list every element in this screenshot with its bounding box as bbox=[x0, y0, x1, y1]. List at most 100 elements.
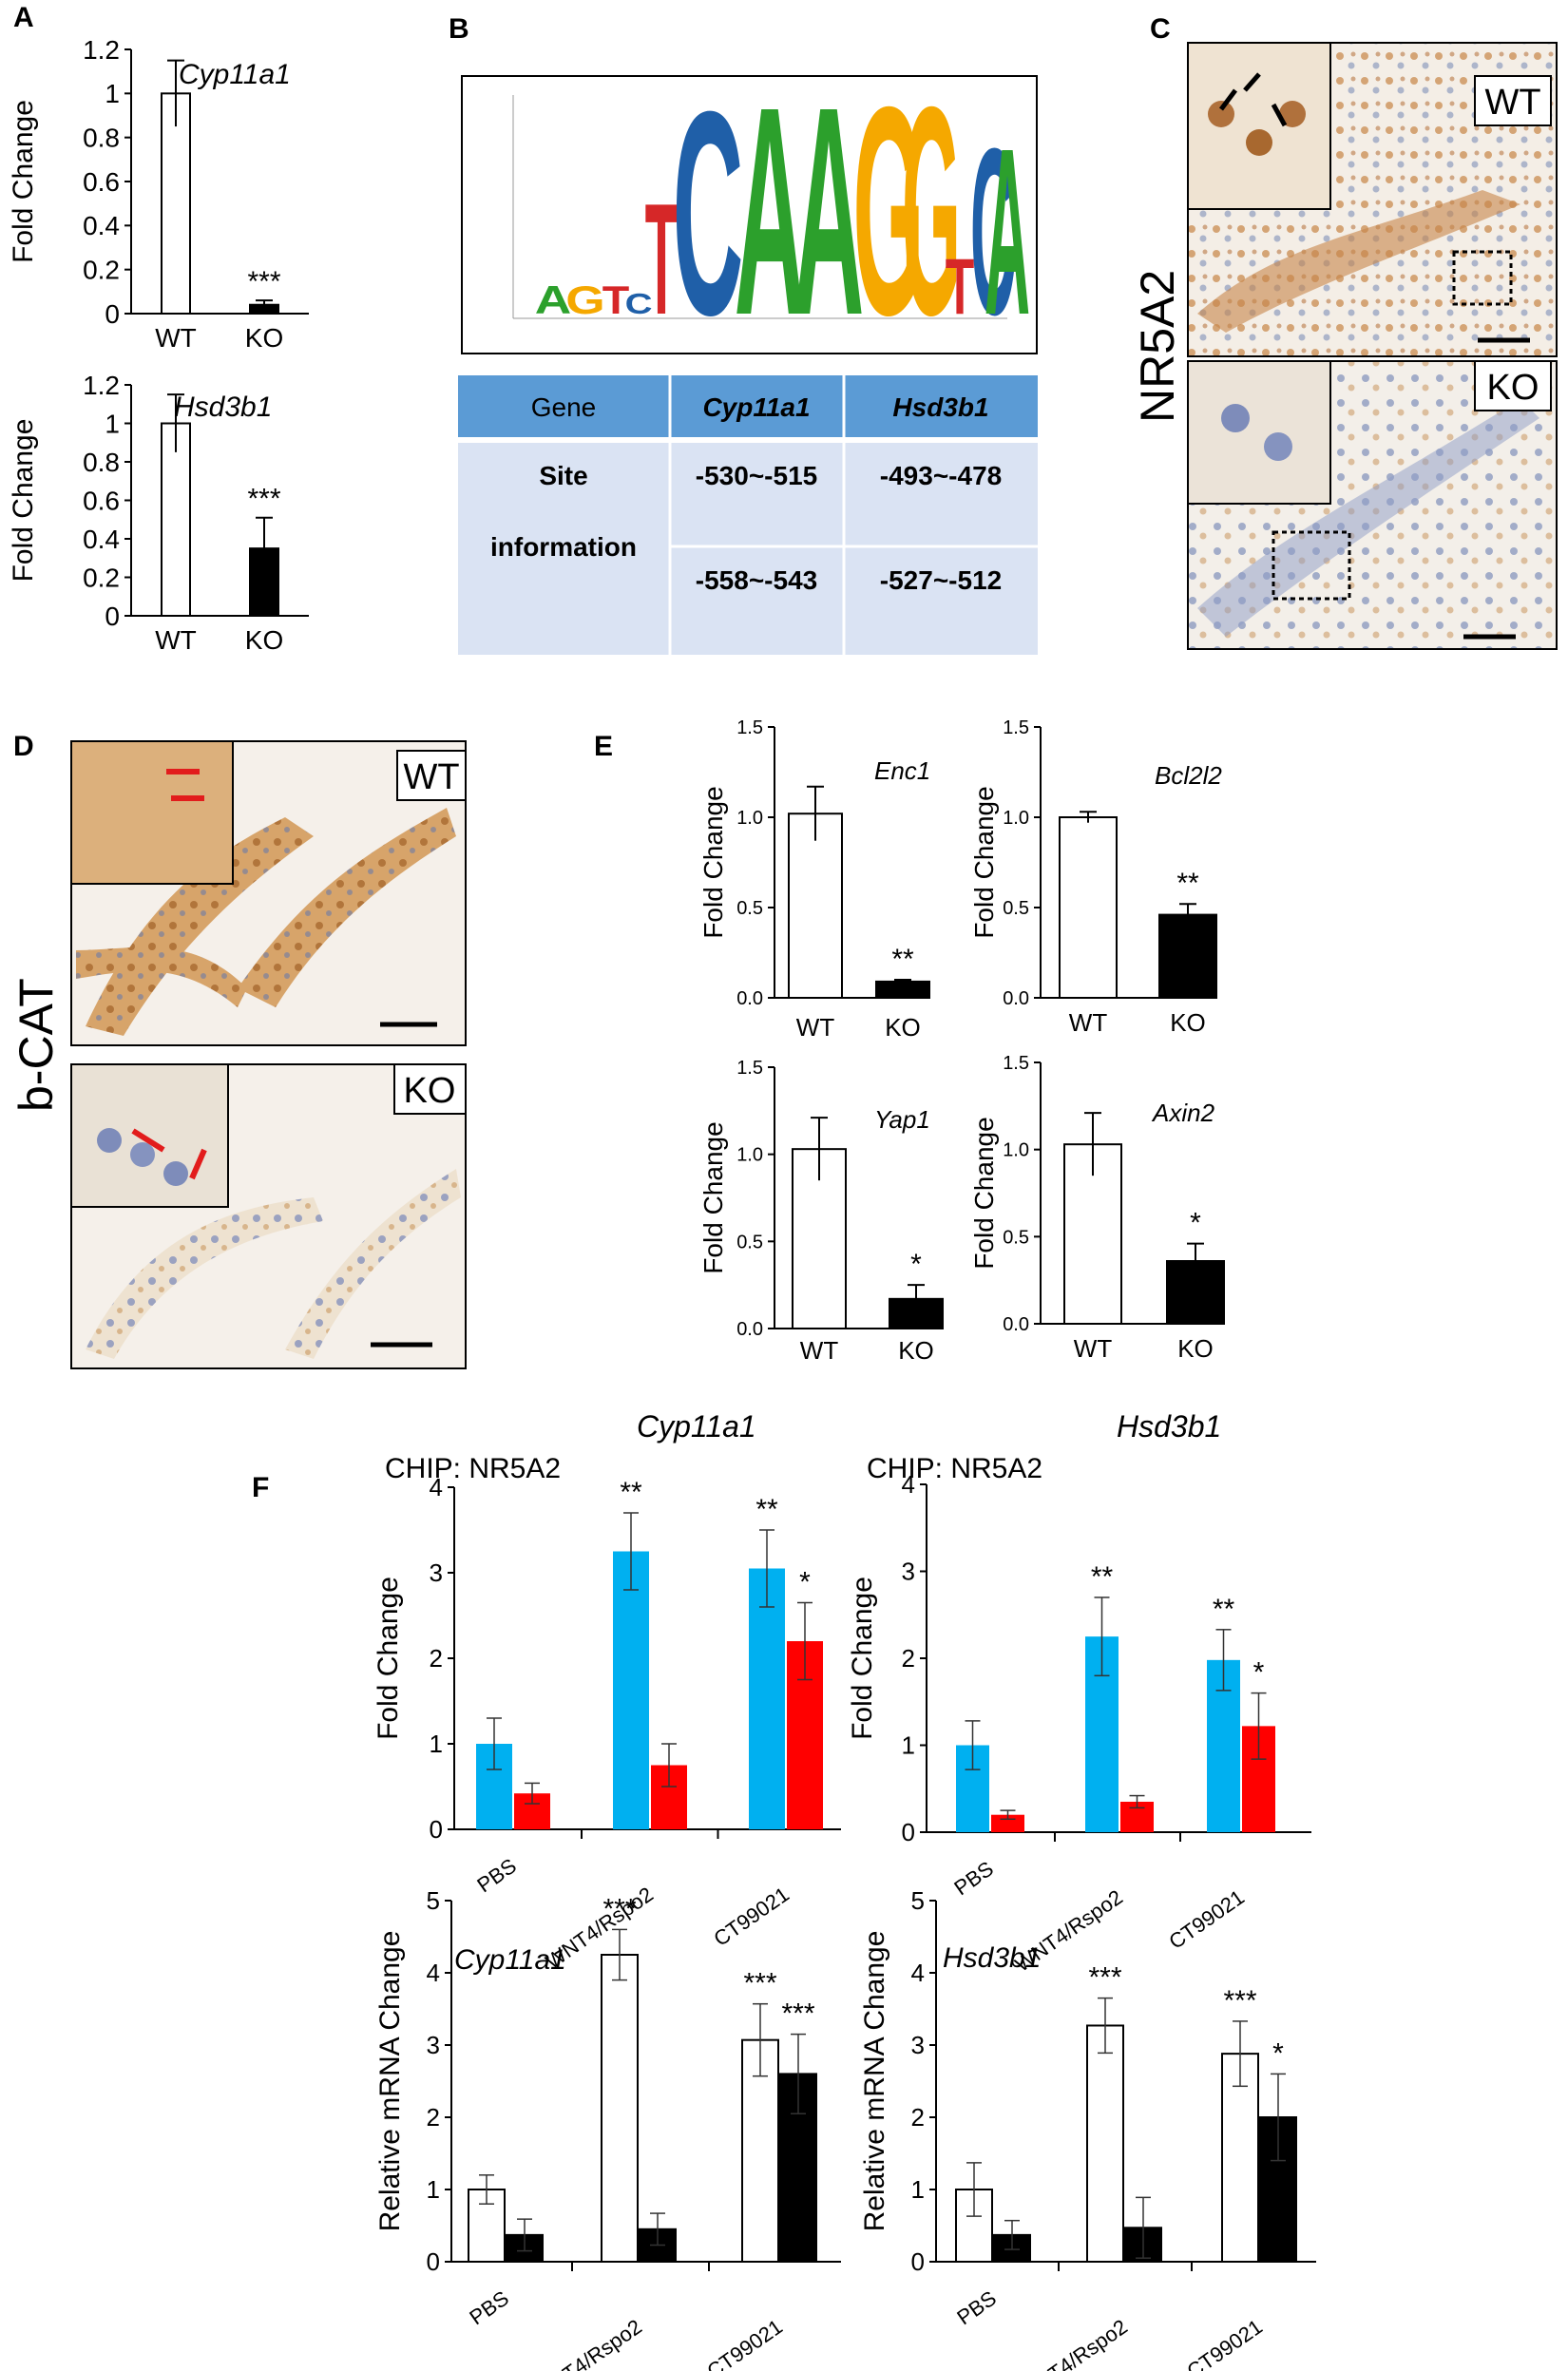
chart-e-bcl2l2: 0.0 0.5 1.0 1.5 Fold Change Bcl2l2 WT KO ** bbox=[969, 717, 1222, 1037]
table-cell-hsd-2: -527~-512 bbox=[880, 565, 1002, 595]
chart-title: Yap1 bbox=[874, 1105, 930, 1134]
y-tick-label: 1.5 bbox=[1003, 717, 1029, 738]
y-tick-label: 0.0 bbox=[1003, 1314, 1029, 1335]
label-d-ko: KO bbox=[404, 1071, 456, 1111]
inset-d-ko-cell bbox=[163, 1161, 188, 1186]
inset-d-ko bbox=[70, 1063, 229, 1208]
y-tick-label: 4 bbox=[911, 1959, 925, 1987]
y-tick-label: 1.0 bbox=[1003, 808, 1029, 829]
tissue-fold-d-wt bbox=[76, 946, 247, 1007]
x-category-label: CT99021 bbox=[702, 2315, 786, 2371]
y-tick-label: 1 bbox=[427, 2175, 440, 2204]
chart-subtitle: CHIP: NR5A2 bbox=[385, 1453, 561, 1484]
bar bbox=[161, 422, 191, 617]
x-category-label: PBS bbox=[465, 2286, 512, 2330]
logo-letter: C bbox=[625, 288, 653, 320]
x-category-label: KO bbox=[898, 1336, 934, 1365]
arrow-icon bbox=[189, 1148, 207, 1180]
y-tick-label: 4 bbox=[427, 1959, 440, 1987]
logo-letter: A bbox=[794, 46, 865, 377]
bar bbox=[613, 1551, 649, 1829]
bar bbox=[991, 1814, 1024, 1832]
significance-mark: *** bbox=[781, 1998, 814, 2030]
y-tick-label: 1 bbox=[105, 409, 120, 438]
y-tick-label: 1.0 bbox=[736, 808, 763, 829]
x-category-label: CT99021 bbox=[709, 1883, 793, 1951]
label-box-c-wt bbox=[1474, 75, 1552, 126]
significance-mark: *** bbox=[1088, 1962, 1121, 1994]
inset-d-ko-cell bbox=[130, 1142, 155, 1167]
inset-c-ko-cell bbox=[1264, 432, 1292, 461]
y-tick-label: 0.5 bbox=[1003, 1227, 1029, 1248]
panel-letter-b: B bbox=[449, 13, 469, 45]
panel-letter-d: D bbox=[13, 731, 34, 762]
y-tick-label: 4 bbox=[902, 1470, 915, 1499]
x-category-label: WT bbox=[1074, 1334, 1113, 1363]
y-tick-label: 5 bbox=[427, 1886, 440, 1915]
panel-letter-c: C bbox=[1150, 13, 1171, 45]
zoom-box-c-ko bbox=[1272, 530, 1351, 601]
y-axis-label: Fold Change bbox=[969, 786, 999, 938]
table-header-cyp11a1: Cyp11a1 bbox=[702, 392, 810, 422]
panel-letter-a: A bbox=[13, 2, 34, 33]
bar bbox=[1221, 2053, 1259, 2264]
chart-f-mrna-cyp11a1: 0 1 2 3 4 5 Relative mRNA Change Cyp11a1 PBS *** W… bbox=[374, 1886, 841, 2371]
chart-a-hsd3b1: 0 0.2 0.4 0.6 0.8 1 1.2 Fold Change Hsd3b1 WT KO **… bbox=[8, 371, 309, 655]
panel-d-micrographs: b-CAT WT KO bbox=[10, 740, 467, 1369]
y-tick-label: 1 bbox=[430, 1730, 443, 1758]
y-axis-label: Fold Change bbox=[969, 1117, 999, 1269]
tissue-fold-d-wt bbox=[238, 808, 456, 1007]
chart-e-yap1: 0.0 0.5 1.0 1.5 Fold Change Yap1 WT KO * bbox=[698, 1058, 944, 1365]
table-cell-cyp-1: -530~-515 bbox=[696, 461, 817, 490]
logo-letter: C bbox=[673, 52, 744, 375]
y-tick-label: 4 bbox=[430, 1473, 443, 1501]
panel-b-table: Gene Cyp11a1 Hsd3b1 Site information -53… bbox=[458, 375, 1038, 655]
inset-c-wt-cell bbox=[1279, 101, 1306, 127]
chart-title: Cyp11a1 bbox=[637, 1409, 756, 1444]
table-row-label-site: Site bbox=[539, 461, 587, 490]
significance-mark: *** bbox=[1223, 1985, 1256, 2017]
y-tick-label: 0.0 bbox=[736, 988, 763, 1009]
logo-frame bbox=[461, 75, 1038, 354]
bar bbox=[741, 2038, 779, 2263]
chart-e-enc1: 0.0 0.5 1.0 1.5 Fold Change Enc1 WT KO ** bbox=[698, 717, 930, 1042]
x-category-label: WT bbox=[155, 625, 197, 655]
x-category-label: WT bbox=[800, 1336, 839, 1365]
chart-title: Hsd3b1 bbox=[943, 1942, 1041, 1974]
y-axis-label: Fold Change bbox=[8, 100, 39, 263]
tissue-fold-d-ko bbox=[285, 1169, 461, 1359]
y-tick-label: 0.5 bbox=[1003, 898, 1029, 919]
y-tick-label: 1.5 bbox=[736, 1058, 763, 1079]
panel-letter-f: F bbox=[252, 1472, 269, 1503]
x-category-label: KO bbox=[1177, 1334, 1214, 1363]
y-tick-label: 3 bbox=[902, 1558, 915, 1586]
arrow-icon bbox=[1271, 103, 1288, 127]
x-category-label: WT bbox=[155, 323, 197, 353]
x-category-label: PBS bbox=[949, 1857, 997, 1901]
y-tick-label: 1.0 bbox=[1003, 1140, 1029, 1161]
y-tick-label: 1.2 bbox=[83, 35, 120, 65]
table-header-gene: Gene bbox=[531, 392, 597, 422]
chart-title: Cyp11a1 bbox=[454, 1944, 566, 1976]
y-tick-label: 0.6 bbox=[83, 486, 120, 515]
inset-c-wt-cell bbox=[1246, 129, 1272, 156]
y-tick-label: 0 bbox=[911, 2247, 925, 2276]
x-category-label: CT99021 bbox=[1182, 2315, 1266, 2371]
inset-d-wt bbox=[70, 740, 234, 885]
arrow-icon bbox=[131, 1128, 165, 1153]
table-cell-hsd-1: -493~-478 bbox=[880, 461, 1002, 490]
inset-c-ko bbox=[1187, 360, 1331, 505]
y-tick-label: 3 bbox=[911, 2031, 925, 2059]
significance-mark: *** bbox=[743, 1968, 776, 1999]
table-header-hsd3b1: Hsd3b1 bbox=[892, 392, 988, 422]
logo-letter: G bbox=[565, 278, 604, 322]
label-d-wt: WT bbox=[403, 757, 459, 797]
significance-mark: * bbox=[1253, 1657, 1265, 1689]
chart-title: Hsd3b1 bbox=[174, 392, 272, 423]
chart-f-mrna-hsd3b1: 0 1 2 3 4 5 Relative mRNA Change Hsd3b1 PBS *** WN… bbox=[859, 1886, 1316, 2371]
chart-a-cyp11a1: 0 0.2 0.4 0.6 0.8 1 1.2 Fold Change Cyp11a1 WT KO *… bbox=[8, 35, 309, 353]
